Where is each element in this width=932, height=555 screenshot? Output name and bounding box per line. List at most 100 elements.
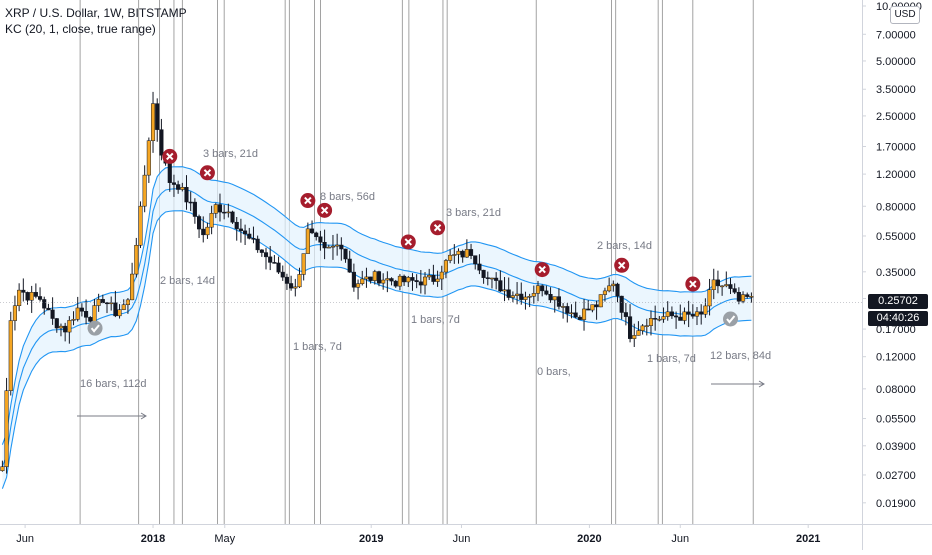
candle xyxy=(38,296,43,300)
kc-band-fill xyxy=(2,166,752,489)
candle xyxy=(381,279,386,284)
candle xyxy=(297,274,302,288)
time-tick-label: 2018 xyxy=(141,533,165,545)
candle xyxy=(159,129,164,156)
candle xyxy=(75,307,80,320)
candle xyxy=(431,275,436,282)
time-tick-label: May xyxy=(214,533,235,545)
candle xyxy=(711,279,716,290)
candle xyxy=(209,213,214,228)
candle xyxy=(414,280,419,283)
candle xyxy=(648,318,654,326)
candle xyxy=(623,312,628,317)
candle xyxy=(238,228,243,232)
candle xyxy=(561,306,566,308)
candle xyxy=(343,248,348,260)
candle xyxy=(682,311,687,321)
candle xyxy=(259,249,264,253)
buy-marker-check xyxy=(90,324,100,333)
buy-marker xyxy=(722,311,738,327)
annotation-label: 0 bars, xyxy=(537,366,571,378)
candle xyxy=(674,315,679,318)
candle xyxy=(728,284,733,289)
candle xyxy=(356,283,361,288)
annotation-label: 1 bars, 7d xyxy=(293,341,342,353)
candle xyxy=(113,302,118,317)
candle xyxy=(439,271,444,280)
candle xyxy=(188,201,193,204)
time-tick-label: 2019 xyxy=(359,533,383,545)
price-tick-label: 5.00000 xyxy=(876,56,916,68)
candle xyxy=(263,252,269,258)
candle xyxy=(134,244,139,275)
candle xyxy=(661,316,666,320)
currency-badge[interactable]: USD xyxy=(890,6,920,24)
candle xyxy=(548,294,553,301)
candle xyxy=(309,228,315,234)
candle xyxy=(17,289,22,306)
price-tick-label: 0.17000 xyxy=(876,324,916,336)
sell-marker-cross xyxy=(617,261,626,269)
candle xyxy=(527,296,532,298)
candle xyxy=(410,277,415,281)
candle xyxy=(0,466,5,472)
candle xyxy=(104,302,110,305)
time-tick-label: Jun xyxy=(16,533,34,545)
sell-marker-cross xyxy=(166,152,174,161)
sell-marker-cross xyxy=(320,206,329,215)
annotation-label: 3 bars, 21d xyxy=(446,207,501,219)
price-tick-label: 0.12000 xyxy=(876,352,916,364)
price-tick-label: 3.50000 xyxy=(876,84,916,96)
candle xyxy=(644,325,649,327)
candle xyxy=(330,245,336,248)
candle xyxy=(418,281,423,286)
candle xyxy=(724,284,729,287)
candle xyxy=(573,312,578,318)
candle xyxy=(690,314,695,317)
sell-marker-cross xyxy=(203,169,212,177)
candle xyxy=(448,254,453,261)
time-tick-label: Jun xyxy=(453,533,471,545)
candle xyxy=(142,174,147,207)
candle xyxy=(665,311,670,317)
candle xyxy=(427,275,432,278)
candle xyxy=(71,319,76,321)
sell-marker-cross xyxy=(433,224,442,232)
candle xyxy=(703,305,708,315)
chart-legend: XRP / U.S. Dollar, 1W, BITSTAMP KC (20, … xyxy=(5,5,187,37)
candle xyxy=(21,289,26,293)
candle xyxy=(565,306,570,314)
candle xyxy=(519,293,524,300)
candle xyxy=(556,296,561,307)
candle xyxy=(535,285,541,294)
candle xyxy=(540,285,545,292)
candle xyxy=(171,182,177,185)
candle xyxy=(280,271,285,278)
candle xyxy=(130,273,135,301)
candle xyxy=(469,249,474,256)
symbol-title[interactable]: XRP / U.S. Dollar, 1W, BITSTAMP xyxy=(5,6,187,20)
candle xyxy=(67,320,72,333)
candle xyxy=(720,285,725,288)
candle xyxy=(389,278,394,282)
candle xyxy=(715,279,720,287)
candle xyxy=(222,211,227,214)
candle xyxy=(477,263,482,271)
candle xyxy=(745,294,750,297)
candle xyxy=(205,226,210,236)
indicator-label[interactable]: KC (20, 1, close, true range) xyxy=(5,22,156,36)
candle xyxy=(138,205,143,246)
candle xyxy=(406,277,411,283)
annotation-label: 2 bars, 14d xyxy=(160,275,215,287)
candle xyxy=(368,276,373,281)
candle xyxy=(586,308,591,311)
range-arrowhead xyxy=(758,380,765,388)
candle xyxy=(506,289,511,298)
candle xyxy=(217,204,223,213)
candle xyxy=(150,103,156,141)
price-tick-label: 0.80000 xyxy=(876,201,916,213)
candle xyxy=(347,258,352,273)
candle xyxy=(628,316,633,339)
